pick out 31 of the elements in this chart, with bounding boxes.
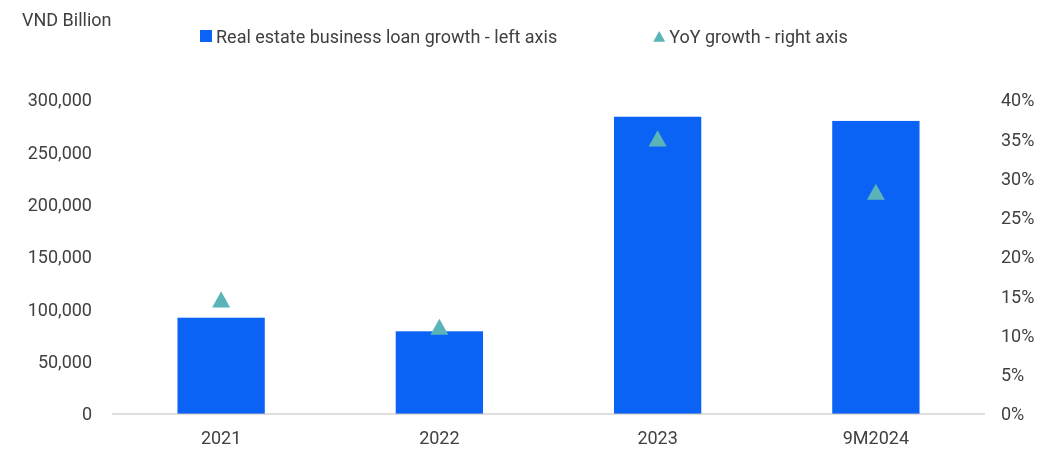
bar — [832, 120, 920, 414]
y-tick-label: 0 — [81, 403, 92, 425]
legend-label: YoY growth - right axis — [669, 26, 848, 48]
y-tick-label: 50,000 — [37, 350, 92, 372]
y2-tick-label: 30% — [1001, 167, 1035, 189]
y-tick-label: 150,000 — [27, 246, 92, 268]
bar — [177, 317, 265, 414]
y-tick-label: 100,000 — [27, 298, 92, 320]
y-tick-label: 250,000 — [27, 141, 92, 163]
bar — [395, 331, 484, 414]
x-tick-label: 2021 — [200, 427, 242, 448]
x-tick-label: 2023 — [637, 427, 678, 448]
y-tick-label: 300,000 — [27, 89, 92, 111]
y-axis-title: VND Billion — [22, 9, 112, 30]
y2-tick-label: 40% — [1001, 89, 1035, 111]
y-tick-label: 200,000 — [27, 193, 92, 215]
point — [648, 130, 667, 147]
x-tick-label: 9M2024 — [842, 427, 910, 448]
bar — [613, 116, 702, 414]
y2-tick-label: 20% — [1001, 246, 1035, 268]
y2-tick-label: 35% — [1001, 128, 1035, 150]
y2-tick-label: 10% — [1001, 324, 1035, 346]
y2-tick-label: 15% — [1001, 285, 1035, 307]
y2-tick-label: 0% — [1001, 403, 1025, 425]
x-tick-label: 2022 — [419, 427, 460, 448]
point — [430, 318, 449, 335]
y2-tick-label: 25% — [1001, 207, 1035, 229]
point — [866, 183, 885, 200]
legend-label: Real estate business loan growth - left axis — [216, 26, 558, 48]
y2-tick-label: 5% — [1001, 364, 1025, 386]
point — [212, 291, 231, 308]
